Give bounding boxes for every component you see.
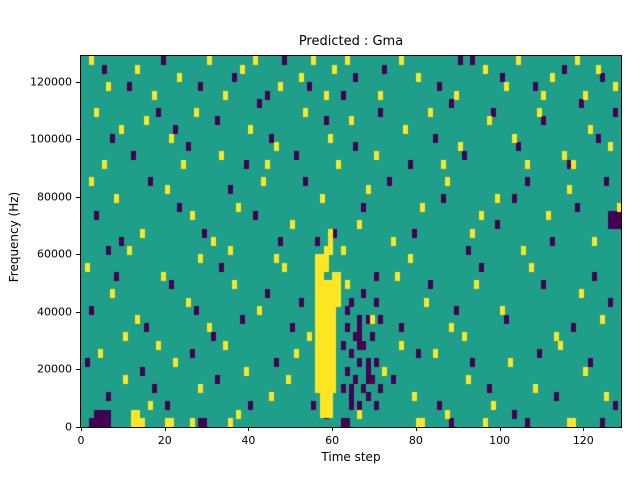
x-tick-mark	[81, 427, 82, 431]
x-axis-label: Time step	[321, 450, 381, 464]
y-tick-label: 20000	[37, 362, 72, 376]
y-tick-label: 60000	[37, 247, 72, 261]
x-tick-mark	[248, 427, 250, 431]
x-tick-label: 100	[489, 434, 511, 447]
x-tick-label: 120	[572, 434, 594, 447]
heatmap-canvas	[81, 56, 621, 427]
x-tick-label: 0	[77, 434, 85, 447]
y-tick-mark	[76, 427, 80, 428]
y-axis-label: Frequency (Hz)	[7, 191, 21, 283]
y-tick-mark	[76, 196, 80, 198]
y-tick-label: 120000	[30, 75, 72, 89]
x-tick-mark	[332, 427, 334, 431]
x-tick-mark	[415, 427, 417, 431]
x-tick-mark	[499, 427, 501, 431]
x-tick-label: 80	[408, 434, 423, 447]
x-tick-label: 60	[325, 434, 340, 447]
y-tick-label: 40000	[37, 305, 72, 319]
x-tick-label: 20	[157, 434, 172, 447]
x-tick-label: 40	[241, 434, 256, 447]
y-tick-mark	[76, 81, 80, 83]
y-tick-mark	[76, 254, 80, 256]
x-tick-mark	[164, 427, 166, 431]
y-tick-label: 80000	[37, 190, 72, 204]
y-tick-label: 100000	[30, 132, 72, 146]
y-tick-mark	[76, 369, 80, 371]
y-tick-mark	[76, 311, 80, 313]
x-tick-mark	[583, 427, 585, 431]
plot-area	[80, 55, 622, 428]
y-tick-label: 0	[65, 420, 72, 434]
y-tick-mark	[76, 139, 80, 141]
chart-title: Predicted : Gma	[298, 34, 404, 49]
